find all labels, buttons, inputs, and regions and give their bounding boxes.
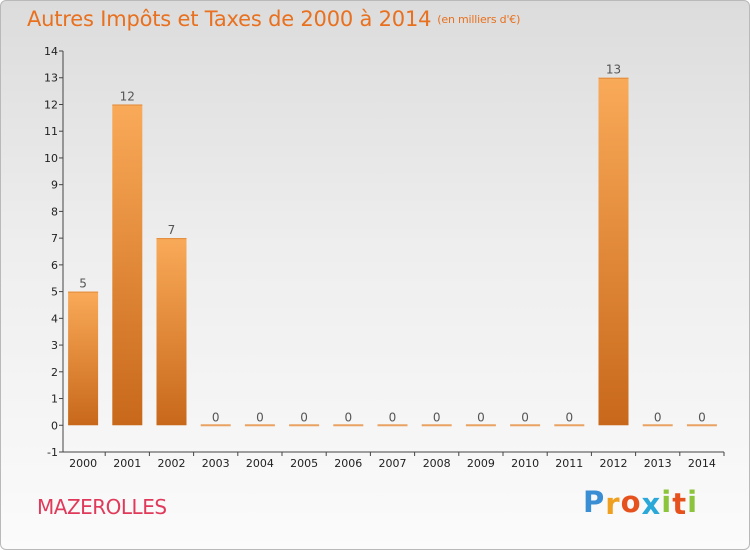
logo-letter: i xyxy=(661,485,673,519)
bar-value-label: 0 xyxy=(389,410,397,424)
y-tick-label: 14 xyxy=(44,45,58,58)
bar xyxy=(244,424,275,427)
x-tick-label: 2007 xyxy=(379,457,407,470)
bar xyxy=(156,238,187,426)
x-tick-label: 2002 xyxy=(158,457,186,470)
bar-value-label: 0 xyxy=(344,410,352,424)
y-tick-label: 9 xyxy=(51,179,58,192)
bar xyxy=(200,424,231,427)
y-tick-label: 13 xyxy=(44,72,58,85)
logo-letter: r xyxy=(605,487,621,521)
title-text: Autres Impôts et Taxes de 2000 à 2014 xyxy=(27,7,432,31)
y-tick-label: 6 xyxy=(51,259,58,272)
x-tick-label: 2009 xyxy=(467,457,495,470)
x-tick-label: 2006 xyxy=(334,457,362,470)
x-axis: 2000 2001 2002 2003 2004 2005 2006 2007 2008 2009… xyxy=(63,451,725,470)
y-tick-label: 8 xyxy=(51,205,58,218)
bar-value-label: 0 xyxy=(521,410,529,424)
y-tick-label: 12 xyxy=(44,98,58,111)
bar xyxy=(333,424,364,427)
y-tick-label: 10 xyxy=(44,152,58,165)
y-tick-label: 3 xyxy=(51,339,58,352)
y-tick-label: 1 xyxy=(51,393,58,406)
bar xyxy=(112,104,143,426)
x-tick-label: 2014 xyxy=(688,457,716,470)
logo-letter: t xyxy=(672,487,688,521)
x-tick-label: 2000 xyxy=(69,457,97,470)
logo-letter: i xyxy=(687,485,699,519)
y-tick-label: 4 xyxy=(51,312,58,325)
x-tick-label: 2011 xyxy=(555,457,583,470)
chart-title: Autres Impôts et Taxes de 2000 à 2014 (en… xyxy=(27,7,520,31)
bar xyxy=(465,424,496,427)
bar xyxy=(642,424,673,427)
x-tick-label: 2001 xyxy=(113,457,141,470)
bar-value-label: 0 xyxy=(433,410,441,424)
x-tick-label: 2004 xyxy=(246,457,274,470)
bar xyxy=(510,424,541,427)
bar xyxy=(421,424,452,427)
bar-value-label: 0 xyxy=(654,410,662,424)
bar-value-label: 7 xyxy=(168,223,176,237)
bar xyxy=(377,424,408,427)
x-tick-label: 2010 xyxy=(511,457,539,470)
proxiti-logo: Proxiti xyxy=(583,485,699,521)
logo-letter: P xyxy=(583,485,606,519)
y-tick-label: 5 xyxy=(51,286,58,299)
bar-value-label: 0 xyxy=(698,410,706,424)
bars: 5 12 7 0 0 0 0 0 0 0 0 0 13 0 0 xyxy=(68,63,717,427)
bar xyxy=(68,291,99,426)
bar-value-label: 12 xyxy=(120,89,135,103)
bar xyxy=(598,77,629,426)
x-tick-label: 2005 xyxy=(290,457,318,470)
bar-value-label: 13 xyxy=(606,63,621,77)
x-tick-label: 2012 xyxy=(600,457,628,470)
commune-name: MAZEROLLES xyxy=(37,495,167,519)
x-tick-label: 2008 xyxy=(423,457,451,470)
bar-value-label: 0 xyxy=(565,410,573,424)
logo-letter: x xyxy=(641,487,662,521)
bar xyxy=(554,424,585,427)
y-tick-label: 2 xyxy=(51,366,58,379)
logo-letter: o xyxy=(620,485,642,519)
y-tick-label: 0 xyxy=(51,419,58,432)
bar xyxy=(686,424,717,427)
x-tick-label: 2003 xyxy=(202,457,230,470)
bar-value-label: 0 xyxy=(300,410,308,424)
y-tick-label: 7 xyxy=(51,232,58,245)
bar-value-label: 0 xyxy=(477,410,485,424)
y-tick-label: -1 xyxy=(47,446,58,459)
bar-value-label: 0 xyxy=(212,410,220,424)
x-tick-label: 2013 xyxy=(644,457,672,470)
bar-value-label: 5 xyxy=(79,277,87,291)
unit-note: (en milliers d'€) xyxy=(437,13,521,26)
bar xyxy=(289,424,320,427)
y-tick-label: 11 xyxy=(44,125,58,138)
bar-value-label: 0 xyxy=(256,410,264,424)
